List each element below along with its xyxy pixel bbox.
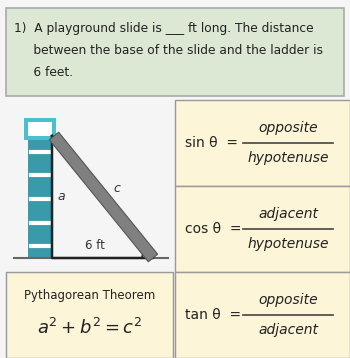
Text: a: a <box>57 190 65 203</box>
Text: sin θ  =: sin θ = <box>185 136 238 150</box>
FancyBboxPatch shape <box>6 8 344 96</box>
FancyBboxPatch shape <box>175 186 350 272</box>
Bar <box>28 140 52 258</box>
Polygon shape <box>49 132 158 262</box>
Text: 6 ft: 6 ft <box>85 239 104 252</box>
FancyBboxPatch shape <box>175 272 350 358</box>
Bar <box>28 122 52 136</box>
Text: $a^2+ b^2=c^2$: $a^2+ b^2=c^2$ <box>37 318 143 338</box>
Bar <box>24 118 56 140</box>
Text: hypotenuse: hypotenuse <box>247 237 329 251</box>
Text: adjacent: adjacent <box>258 323 318 337</box>
FancyBboxPatch shape <box>175 100 350 186</box>
Text: adjacent: adjacent <box>258 207 318 221</box>
Text: between the base of the slide and the ladder is: between the base of the slide and the la… <box>14 44 323 57</box>
Text: 6 feet.: 6 feet. <box>14 66 73 79</box>
Text: hypotenuse: hypotenuse <box>247 151 329 165</box>
FancyBboxPatch shape <box>6 272 173 358</box>
Text: opposite: opposite <box>258 293 318 307</box>
Text: tan θ  =: tan θ = <box>185 308 241 322</box>
Text: c: c <box>113 183 120 195</box>
Text: Pythagorean Theorem: Pythagorean Theorem <box>25 290 156 303</box>
Text: cos θ  =: cos θ = <box>185 222 241 236</box>
Text: opposite: opposite <box>258 121 318 135</box>
Text: 1)  A playground slide is ___ ft long. The distance: 1) A playground slide is ___ ft long. Th… <box>14 22 314 35</box>
